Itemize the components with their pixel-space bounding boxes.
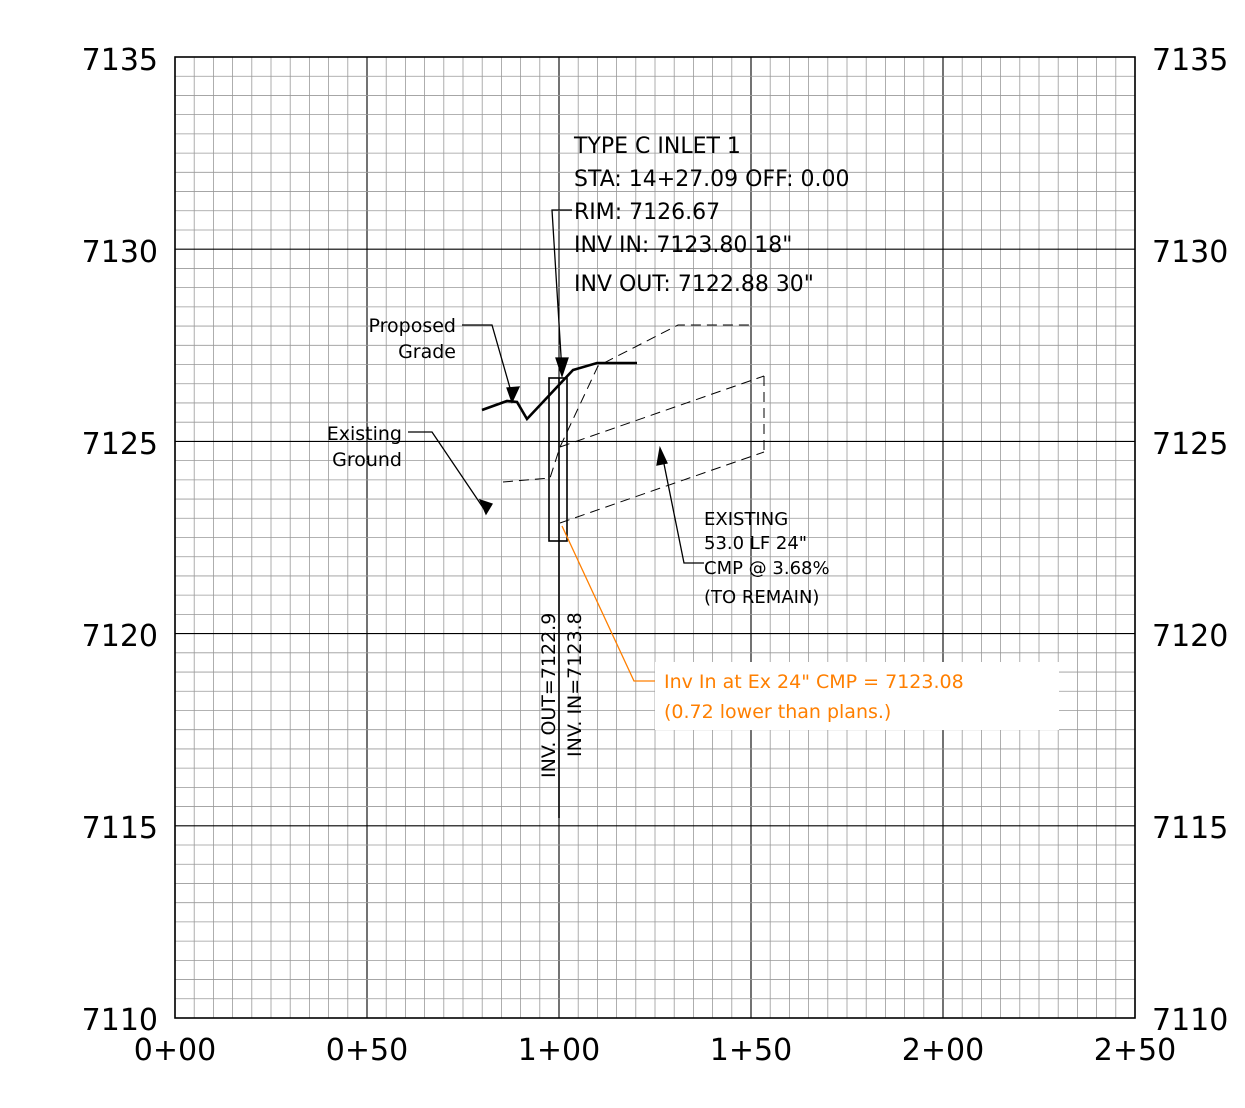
rim-leader (551, 209, 572, 373)
proposed-grade-label-line1: Proposed (369, 315, 456, 337)
station-labels: 0+00 0+50 1+00 1+50 2+00 2+50 (134, 1033, 1176, 1068)
proposed-grade-line (481, 361, 637, 422)
inv-out-vertical-label: INV. OUT=7122.9 (538, 613, 560, 778)
inv-in-vertical-label: INV. IN=7123.8 (564, 612, 586, 757)
elevation-labels-right: 7135 7130 7125 7120 7115 7110 (1152, 43, 1228, 1038)
rim-arrow (555, 357, 569, 379)
elev-label-7115-left: 7115 (82, 811, 158, 846)
elev-label-7130-left: 7130 (82, 235, 158, 270)
field-note: Inv In at Ex 24" CMP = 7123.08 (0.72 low… (664, 671, 964, 723)
inlet-callout-type: TYPE C INLET 1 (573, 134, 741, 159)
station-label-1-50: 1+50 (710, 1033, 792, 1068)
proposed-grade-label-line2: Grade (398, 341, 456, 363)
inlet-callout-station: STA: 14+27.09 OFF: 0.00 (574, 167, 849, 192)
existing-pipe-label-line1: EXISTING (704, 509, 788, 530)
elev-label-7110-right: 7110 (1152, 1003, 1228, 1038)
existing-ground-line (502, 318, 752, 483)
elev-label-7120-right: 7120 (1152, 619, 1228, 654)
station-label-2-50: 2+50 (1094, 1033, 1176, 1068)
elevation-labels-left: 7135 7130 7125 7120 7115 7110 (82, 43, 158, 1038)
elev-label-7125-left: 7125 (82, 427, 158, 462)
elev-label-7130-right: 7130 (1152, 235, 1228, 270)
station-label-0-50: 0+50 (326, 1033, 408, 1068)
elev-label-7135-left: 7135 (82, 43, 158, 78)
existing-pipe-crown (559, 375, 765, 448)
field-note-leader (561, 525, 656, 682)
existing-ground-label-line2: Ground (332, 449, 402, 471)
existing-pipe-label-line3: CMP @ 3.68% (704, 558, 830, 579)
inlet-structure (548, 377, 568, 542)
proposed-grade-leader (462, 324, 513, 396)
proposed-grade-arrow (506, 386, 521, 404)
elev-label-7120-left: 7120 (82, 619, 158, 654)
elev-label-7115-right: 7115 (1152, 811, 1228, 846)
inlet-callout-inv-in: INV IN: 7123.80 18" (574, 233, 792, 258)
field-note-line2: (0.72 lower than plans.) (664, 701, 891, 723)
existing-pipe-arrow (656, 445, 668, 466)
existing-pipe-label-line2: 53.0 LF 24" (704, 533, 807, 554)
elev-label-7135-right: 7135 (1152, 43, 1228, 78)
existing-ground-leader (408, 431, 487, 513)
existing-pipe-leader (661, 453, 704, 564)
inlet-callout: TYPE C INLET 1 STA: 14+27.09 OFF: 0.00 R… (573, 134, 849, 297)
station-label-2-00: 2+00 (902, 1033, 984, 1068)
leaders (408, 209, 704, 564)
existing-ground-label: Existing Ground (327, 423, 402, 471)
field-note-mask (655, 662, 1059, 730)
existing-pipe-label: EXISTING 53.0 LF 24" CMP @ 3.68% (TO REM… (704, 509, 830, 608)
existing-pipe (559, 375, 765, 524)
field-note-line1: Inv In at Ex 24" CMP = 7123.08 (664, 671, 964, 693)
elev-label-7125-right: 7125 (1152, 427, 1228, 462)
existing-ground-label-line1: Existing (327, 423, 402, 445)
inlet-callout-rim: RIM: 7126.67 (574, 200, 720, 225)
inlet-callout-inv-out: INV OUT: 7122.88 30" (574, 272, 814, 297)
plot-frame (174, 56, 1136, 1019)
proposed-grade-label: Proposed Grade (369, 315, 456, 363)
existing-ground-arrow (478, 498, 493, 516)
elev-label-7110-left: 7110 (82, 1003, 158, 1038)
existing-pipe-label-line4: (TO REMAIN) (704, 587, 819, 608)
existing-pipe-invert (559, 451, 765, 524)
station-label-1-00: 1+00 (518, 1033, 600, 1068)
station-label-0-00: 0+00 (134, 1033, 216, 1068)
